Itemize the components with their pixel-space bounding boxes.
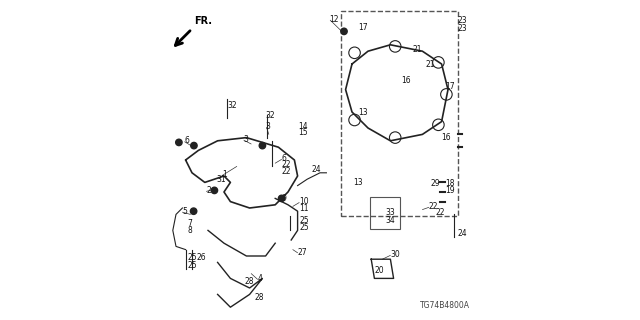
Text: 12: 12 — [330, 15, 339, 24]
Text: 15: 15 — [298, 128, 308, 137]
Text: FR.: FR. — [195, 16, 212, 26]
Circle shape — [191, 208, 197, 214]
Text: 25: 25 — [187, 253, 197, 262]
Text: 3: 3 — [243, 135, 248, 144]
Text: 32: 32 — [227, 101, 237, 110]
Text: 8: 8 — [187, 226, 192, 235]
Text: 30: 30 — [390, 250, 400, 259]
Text: 32: 32 — [266, 111, 275, 120]
Text: 4: 4 — [258, 274, 262, 283]
Bar — [340, 11, 458, 216]
Text: 24: 24 — [312, 165, 322, 174]
Text: 25: 25 — [187, 261, 197, 270]
Text: TG74B4800A: TG74B4800A — [420, 301, 470, 310]
Text: 22: 22 — [435, 208, 445, 217]
Text: 25: 25 — [300, 216, 309, 225]
Text: 28: 28 — [245, 277, 254, 286]
Text: 29: 29 — [430, 180, 440, 188]
Text: 9: 9 — [282, 194, 287, 203]
Text: 23: 23 — [458, 24, 467, 33]
Text: 20: 20 — [374, 266, 384, 275]
Text: 34: 34 — [385, 216, 396, 225]
Text: 28: 28 — [254, 293, 264, 302]
Text: 21: 21 — [426, 60, 435, 68]
Text: 2: 2 — [206, 186, 211, 195]
Circle shape — [175, 139, 182, 146]
Text: 6: 6 — [184, 136, 189, 145]
Circle shape — [259, 142, 266, 149]
Text: 21: 21 — [413, 45, 422, 54]
Circle shape — [191, 142, 197, 149]
Text: 25: 25 — [300, 223, 309, 232]
Text: 10: 10 — [300, 197, 309, 206]
Text: 6: 6 — [282, 154, 287, 163]
Text: 3: 3 — [266, 122, 271, 131]
Text: 14: 14 — [298, 122, 308, 131]
Text: 18: 18 — [445, 180, 454, 188]
Text: 13: 13 — [354, 178, 364, 187]
Text: 22: 22 — [429, 202, 438, 211]
Text: 19: 19 — [445, 186, 454, 195]
Circle shape — [341, 28, 347, 35]
Text: 26: 26 — [197, 253, 207, 262]
Text: 16: 16 — [442, 133, 451, 142]
Text: 17: 17 — [358, 23, 368, 32]
Text: 23: 23 — [458, 16, 467, 25]
Text: 7: 7 — [187, 220, 192, 228]
Bar — [370, 197, 400, 229]
Text: 33: 33 — [385, 208, 396, 217]
Text: 13: 13 — [358, 108, 368, 116]
Circle shape — [278, 195, 285, 202]
Text: 17: 17 — [445, 82, 454, 91]
Text: 24: 24 — [458, 229, 467, 238]
Text: 5: 5 — [182, 207, 188, 216]
Text: 22: 22 — [282, 160, 291, 169]
Text: 1: 1 — [223, 170, 227, 179]
Text: 27: 27 — [298, 248, 307, 257]
Text: 31: 31 — [216, 175, 226, 184]
Text: 22: 22 — [282, 167, 291, 176]
Text: 16: 16 — [402, 76, 412, 84]
Text: 11: 11 — [300, 204, 308, 212]
Circle shape — [211, 187, 218, 194]
